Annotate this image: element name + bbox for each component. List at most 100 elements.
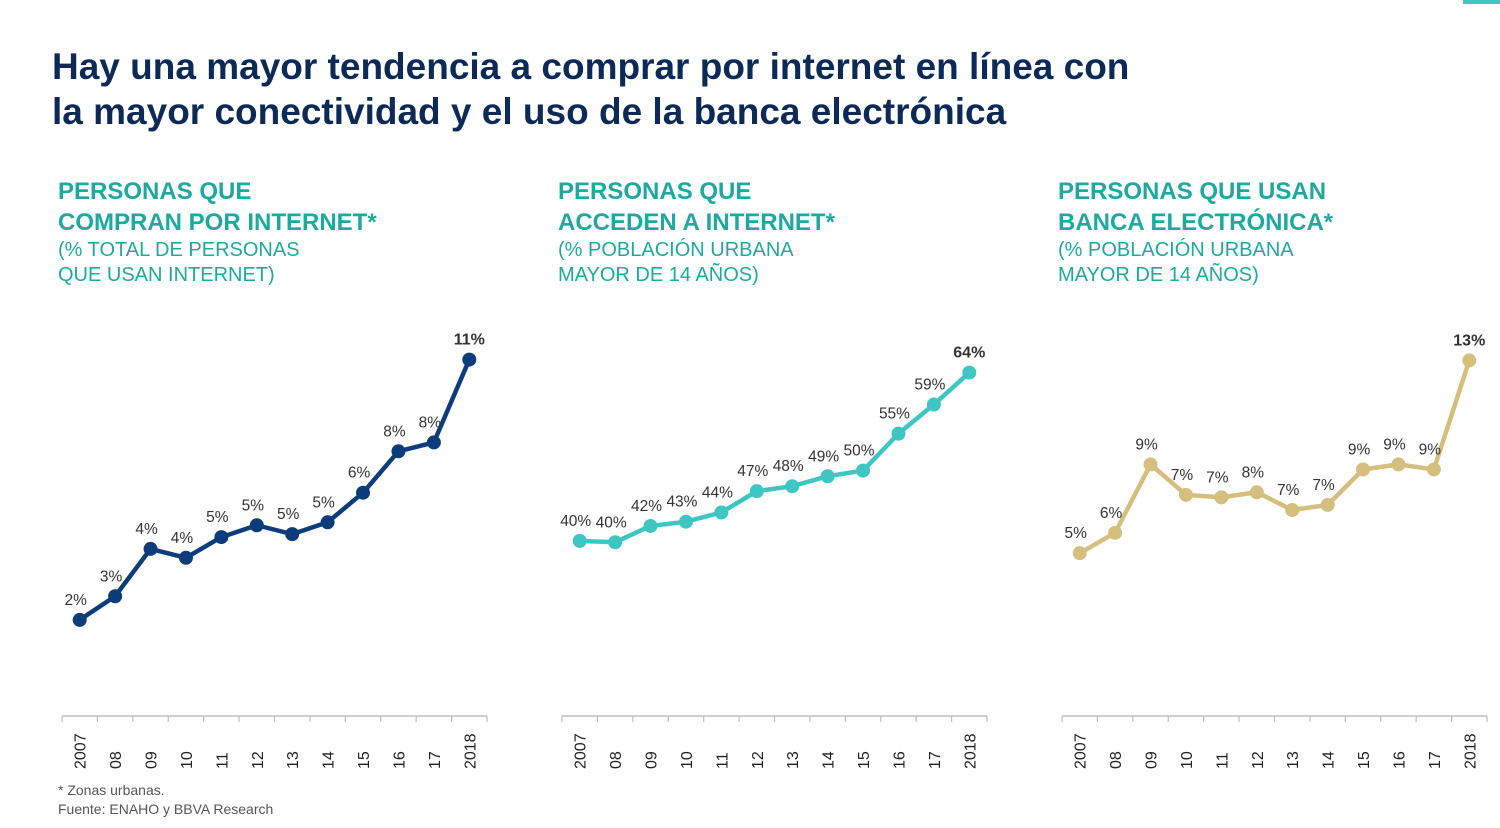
data-label: 7% (1206, 469, 1229, 486)
data-point (1143, 457, 1158, 472)
data-point (72, 612, 87, 627)
data-point (143, 541, 158, 556)
chart-title-line-2: COMPRAN POR INTERNET* (58, 209, 377, 236)
data-label: 9% (1348, 441, 1371, 458)
data-point (749, 484, 764, 499)
chart-title-line-1: PERSONAS QUE (58, 178, 252, 205)
data-label: 7% (1171, 467, 1194, 484)
data-label: 7% (1277, 482, 1300, 499)
data-label: 43% (666, 494, 697, 511)
x-tick-label: 09 (144, 751, 161, 769)
x-tick-label: 16 (1391, 751, 1408, 769)
data-label: 2% (65, 592, 88, 609)
page-title: Hay una mayor tendencia a comprar por in… (52, 44, 1352, 134)
x-tick-label: 11 (214, 752, 231, 769)
chart-subtitle-line-1: (% POBLACIÓN URBANA (1058, 239, 1294, 261)
data-point (391, 444, 406, 459)
data-label: 3% (100, 568, 123, 585)
x-tick-label: 14 (1321, 751, 1338, 769)
data-point (1320, 497, 1335, 512)
corner-accent-bar (1463, 0, 1500, 4)
x-tick-label: 2018 (462, 733, 479, 769)
page-title-line-1: Hay una mayor tendencia a comprar por in… (52, 46, 1130, 87)
series-line (78, 358, 472, 622)
x-tick-label: 2007 (573, 733, 590, 769)
x-tick-label: 16 (891, 751, 908, 769)
footnote-source: Fuente: ENAHO y BBVA Research (58, 801, 274, 817)
data-label: 4% (171, 530, 194, 547)
data-point (462, 352, 477, 367)
data-label: 9% (1135, 436, 1158, 453)
chart-title-line-2: BANCA ELECTRÓNICA* (1058, 209, 1334, 236)
data-point (643, 518, 658, 533)
data-label: 40% (560, 513, 591, 530)
x-tick-label: 09 (1144, 751, 1161, 769)
data-point (856, 463, 871, 478)
data-point (1391, 457, 1406, 472)
x-tick-label: 12 (750, 751, 767, 769)
data-label: 5% (277, 506, 300, 523)
chart-heading: PERSONAS QUE COMPRAN POR INTERNET* (% TO… (58, 176, 488, 288)
chart-subtitle-line-2: QUE USAN INTERNET) (58, 264, 275, 286)
x-tick-label: 12 (1250, 751, 1267, 769)
chart-panel-acceden: PERSONAS QUE ACCEDEN A INTERNET* (% POBL… (500, 170, 990, 785)
x-tick-label: 10 (179, 751, 196, 769)
data-label: 8% (1242, 464, 1265, 481)
data-label: 59% (914, 377, 945, 394)
data-point (891, 426, 906, 441)
data-point (714, 505, 729, 520)
data-label: 8% (419, 414, 442, 431)
x-tick-label: 2018 (1462, 733, 1479, 769)
x-tick-label: 13 (785, 751, 802, 769)
data-label: 6% (1100, 505, 1123, 522)
data-label: 5% (1065, 525, 1088, 542)
x-tick-label: 09 (644, 751, 661, 769)
data-point (108, 589, 123, 604)
chart-subtitle-line-1: (% POBLACIÓN URBANA (558, 239, 794, 261)
data-point (1285, 503, 1300, 518)
x-tick-label: 2007 (73, 733, 90, 769)
data-point (785, 479, 800, 494)
x-tick-label: 10 (679, 751, 696, 769)
data-label: 9% (1383, 436, 1406, 453)
data-label: 4% (135, 521, 158, 538)
chart-panel-compran: PERSONAS QUE COMPRAN POR INTERNET* (% TO… (0, 170, 490, 785)
data-label: 47% (737, 463, 768, 480)
data-label: 9% (1419, 441, 1442, 458)
data-point (820, 469, 835, 484)
data-label: 7% (1312, 477, 1335, 494)
x-tick-label: 08 (108, 751, 125, 769)
footnote: * Zonas urbanas. Fuente: ENAHO y BBVA Re… (58, 781, 273, 819)
data-point (1072, 546, 1087, 561)
chart-subtitle-line-1: (% TOTAL DE PERSONAS (58, 239, 300, 261)
data-point (214, 530, 229, 545)
x-tick-label: 13 (1285, 751, 1302, 769)
footnote-note: * Zonas urbanas. (58, 782, 165, 798)
x-tick-label: 14 (821, 751, 838, 769)
x-tick-label: 2007 (1073, 733, 1090, 769)
chart-title-line-1: PERSONAS QUE USAN (1058, 178, 1327, 205)
data-label: 48% (773, 458, 804, 475)
data-label: 5% (312, 494, 335, 511)
x-tick-label: 12 (250, 751, 267, 769)
x-tick-label: 11 (1214, 752, 1231, 769)
data-point (608, 535, 623, 550)
data-point (1462, 353, 1477, 368)
data-point (285, 527, 300, 542)
data-label: 8% (383, 423, 406, 440)
chart-title-line-1: PERSONAS QUE (558, 178, 752, 205)
x-tick-label: 17 (1427, 751, 1444, 769)
data-label: 49% (808, 448, 839, 465)
series-line (1078, 359, 1472, 556)
data-label: 64% (953, 345, 985, 362)
x-tick-label: 08 (608, 751, 625, 769)
x-tick-label: 16 (391, 751, 408, 769)
chart-title-line-2: ACCEDEN A INTERNET* (558, 209, 835, 236)
chart-subtitle-line-2: MAYOR DE 14 AÑOS) (558, 264, 759, 286)
data-point (1356, 462, 1371, 477)
data-label: 11% (454, 332, 485, 349)
x-tick-label: 10 (1179, 751, 1196, 769)
data-point (962, 365, 977, 380)
data-label: 40% (596, 514, 627, 531)
